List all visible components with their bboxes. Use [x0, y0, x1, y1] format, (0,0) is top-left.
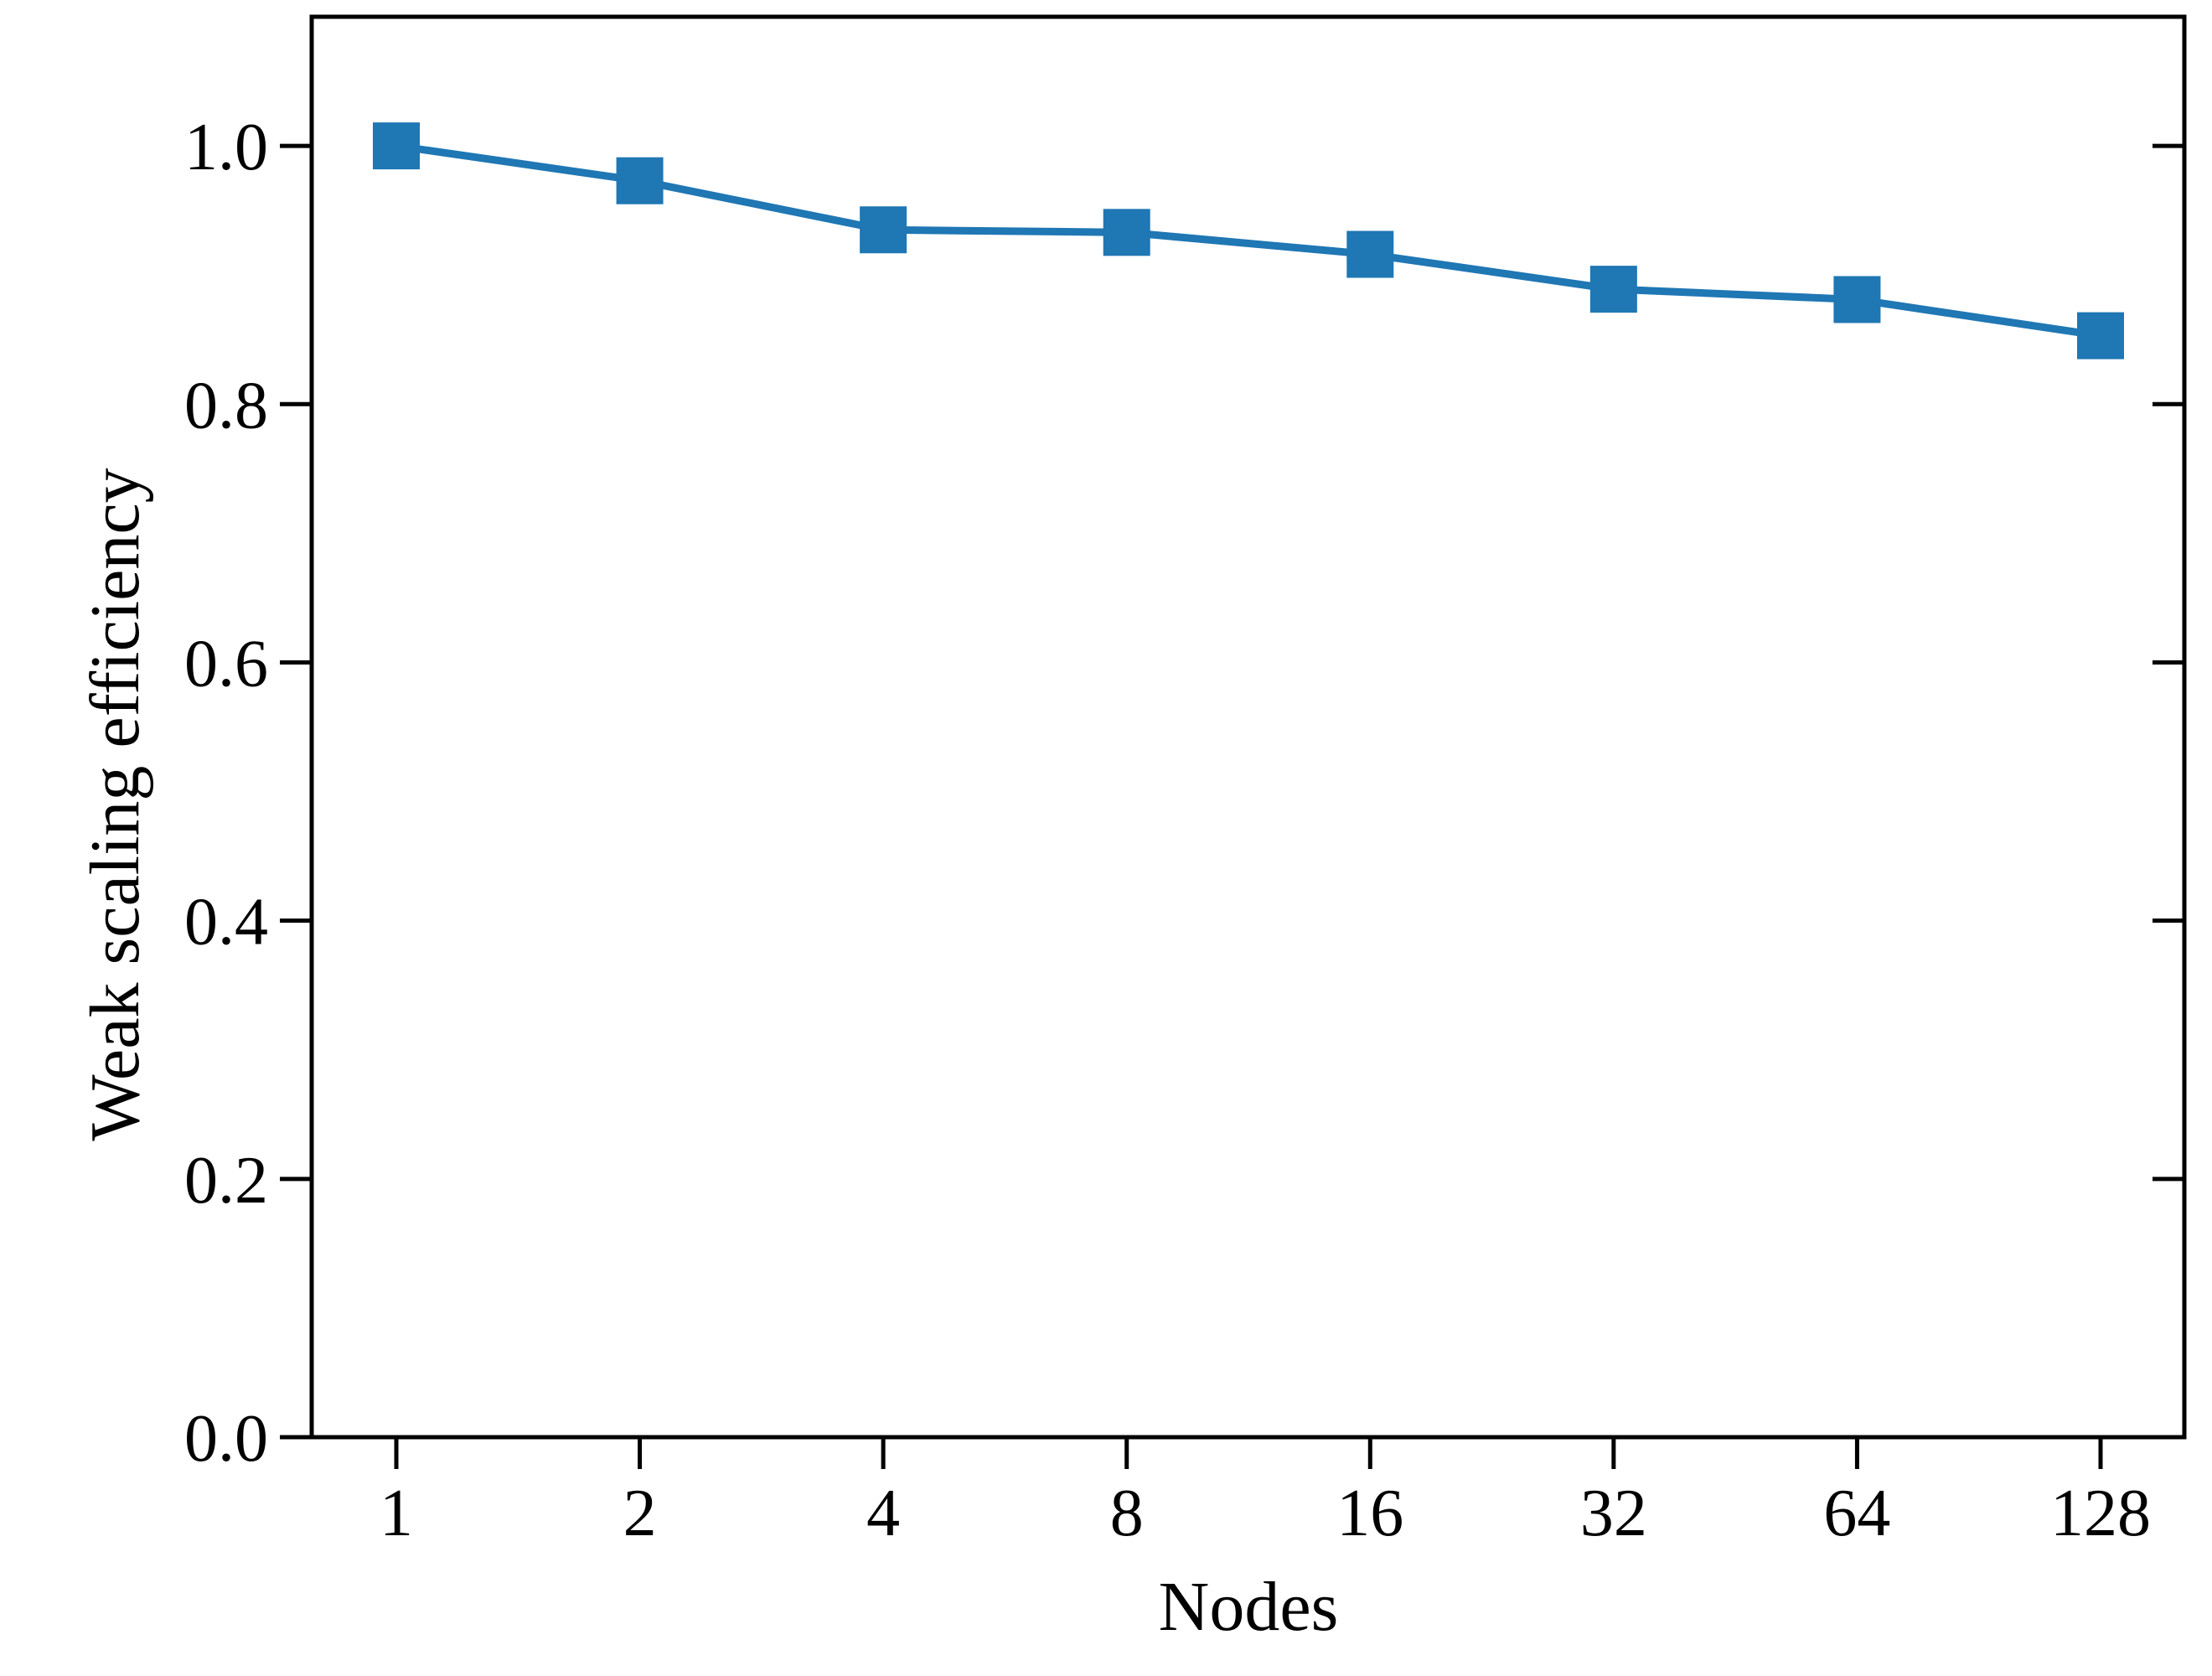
- data-point-marker: [860, 206, 907, 254]
- y-tick-label: 0.2: [184, 1144, 268, 1218]
- data-point-marker: [1346, 230, 1394, 278]
- data-point-marker: [1833, 276, 1881, 323]
- x-tick-label: 4: [866, 1477, 900, 1550]
- y-tick-label: 0.6: [184, 627, 268, 701]
- y-tick-label: 1.0: [184, 111, 268, 184]
- y-tick-label: 0.4: [184, 886, 268, 960]
- data-point-marker: [616, 157, 664, 204]
- data-point-marker: [1589, 266, 1637, 313]
- ticks-layer: [280, 143, 2184, 1469]
- y-tick-label: 0.0: [184, 1402, 268, 1476]
- x-tick-label: 16: [1336, 1477, 1403, 1550]
- tick-labels-layer: 1 2 4 8 16 32 64 128 0.0 0.2 0.4 0.6 0.8 1.0: [184, 111, 2151, 1550]
- series-layer: [373, 122, 2124, 360]
- x-tick-label: 2: [623, 1477, 657, 1550]
- x-tick-label: 1: [380, 1477, 413, 1550]
- x-tick-label: 128: [2050, 1477, 2151, 1550]
- y-tick-label: 0.8: [184, 369, 268, 442]
- x-tick-label: 64: [1823, 1477, 1890, 1550]
- y-axis-title: Weak scaling efficiency: [76, 468, 154, 1141]
- x-tick-label: 8: [1110, 1477, 1144, 1550]
- x-tick-label: 32: [1580, 1477, 1647, 1550]
- series-line: [395, 142, 2101, 340]
- data-point-marker: [1103, 209, 1150, 256]
- x-axis-title: Nodes: [1159, 1568, 1339, 1646]
- plot-frame: [309, 14, 2187, 1440]
- data-point-marker: [2077, 312, 2124, 360]
- data-point-marker: [373, 122, 420, 170]
